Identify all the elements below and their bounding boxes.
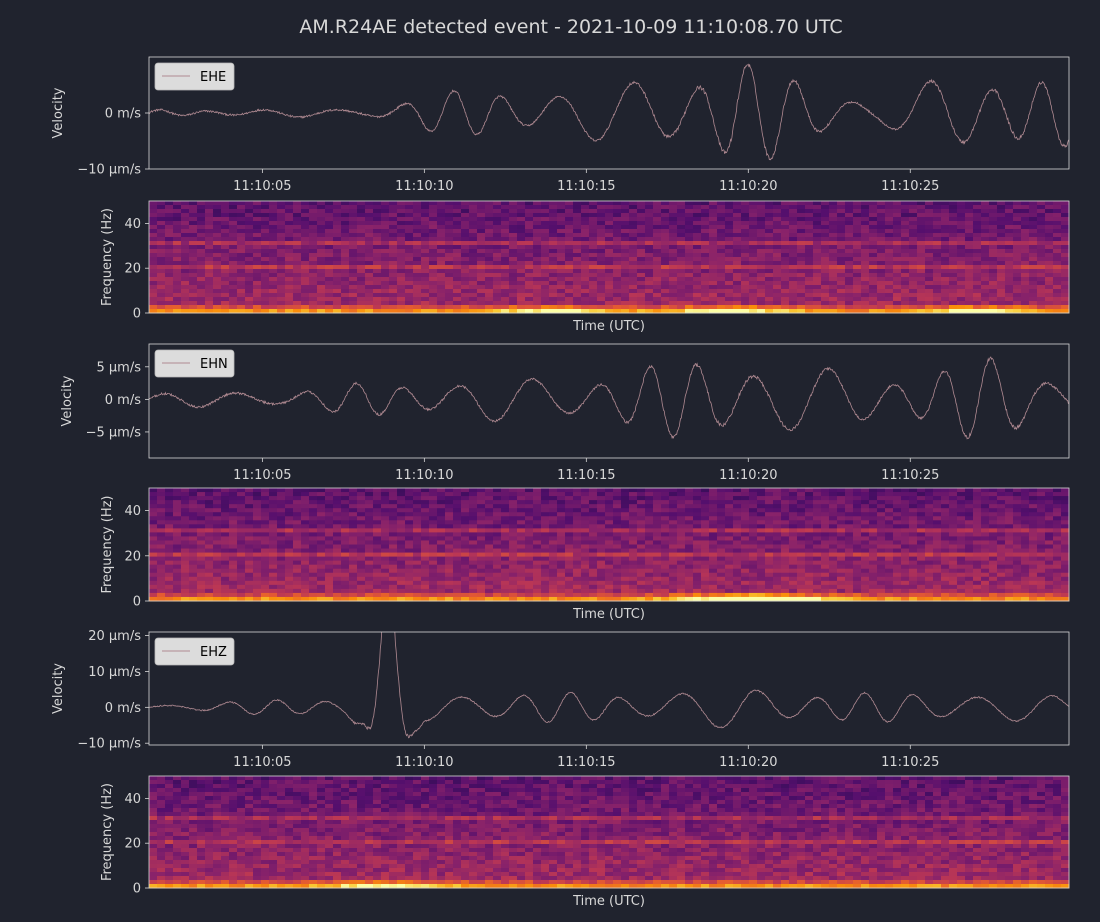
x-tick-label: 11:10:25 (881, 468, 939, 483)
y-tick-label: −5 μm/s (86, 425, 142, 440)
y-tick-label: 0 m/s (105, 393, 141, 408)
x-tick-label: 11:10:05 (233, 179, 291, 194)
x-tick-label: 11:10:25 (881, 179, 939, 194)
y-tick-label: 20 μm/s (88, 629, 141, 644)
trace-ehn (149, 356, 1069, 440)
legend: EHE (154, 62, 235, 91)
x-tick-label: 11:10:10 (395, 468, 453, 483)
panel-ehn-waveform: 5 μm/s 0 m/s −5 μm/s 11:10:05 11:10:10 11:10:… (60, 343, 1070, 483)
spectrogram-cells (149, 201, 1070, 314)
x-tick-label: 11:10:05 (233, 468, 291, 483)
legend-box (154, 637, 235, 666)
axes-frame (148, 487, 1070, 602)
x-tick-label: 11:10:20 (719, 179, 777, 194)
spectrogram-cells (149, 488, 1070, 602)
x-tick-label: 11:10:05 (233, 755, 291, 770)
axes-frame (148, 631, 1070, 746)
y-tick-label: 20 (124, 549, 141, 564)
x-tick-label: 11:10:10 (395, 755, 453, 770)
y-axis-label: Velocity (51, 663, 66, 714)
y-tick-label: 0 (133, 307, 141, 322)
x-tick-label: 11:10:15 (557, 468, 615, 483)
x-axis-label: Time (UTC) (572, 319, 645, 334)
y-tick-label: 0 (133, 595, 141, 610)
y-tick-label: 40 (124, 504, 141, 519)
y-tick-label: 40 (124, 792, 141, 807)
panel-ehz-waveform: 20 μm/s 10 μm/s 0 m/s −10 μm/s 11:10:05 11:10… (51, 629, 1070, 770)
y-tick-label: 10 μm/s (88, 665, 141, 680)
y-tick-label: 40 (124, 217, 141, 232)
panel-ehz-spectrogram: 0 20 40 Frequency (Hz) Time (UTC) (100, 775, 1070, 909)
panel-ehn-spectrogram: 0 20 40 Frequency (Hz) Time (UTC) (100, 487, 1070, 622)
legend: EHZ (154, 637, 235, 666)
y-tick-label: 0 m/s (105, 107, 141, 122)
x-tick-label: 11:10:10 (395, 179, 453, 194)
y-tick-label: 0 (133, 882, 141, 897)
axes-frame (148, 775, 1070, 889)
legend: EHN (154, 349, 235, 378)
y-axis-label: Frequency (Hz) (100, 783, 115, 881)
legend-label: EHE (200, 70, 226, 85)
x-tick-label: 11:10:20 (719, 755, 777, 770)
x-tick-label: 11:10:20 (719, 468, 777, 483)
legend-box (154, 349, 235, 378)
y-tick-label: −10 μm/s (77, 737, 141, 752)
panel-ehe-waveform: 0 m/s −10 μm/s 11:10:05 11:10:10 11:10:15 11:… (51, 56, 1070, 194)
x-tick-label: 11:10:25 (881, 755, 939, 770)
trace-ehz (149, 632, 1069, 739)
legend-box (154, 62, 235, 91)
y-axis-label: Velocity (60, 375, 75, 426)
y-tick-label: 0 m/s (105, 701, 141, 716)
figure-title: AM.R24AE detected event - 2021-10-09 11:… (299, 16, 842, 38)
axes-frame (148, 200, 1070, 314)
legend-label: EHZ (200, 645, 227, 660)
y-axis-label: Frequency (Hz) (100, 495, 115, 593)
y-tick-label: 20 (124, 837, 141, 852)
axes-frame (148, 343, 1070, 459)
legend-label: EHN (200, 357, 228, 372)
x-tick-label: 11:10:15 (557, 179, 615, 194)
spectrogram-cells (149, 776, 1070, 889)
y-axis-label: Frequency (Hz) (100, 208, 115, 306)
x-axis-label: Time (UTC) (572, 894, 645, 909)
y-tick-label: 5 μm/s (97, 360, 142, 375)
y-axis-label: Velocity (51, 87, 66, 138)
trace-ehe (149, 63, 1069, 161)
x-axis-label: Time (UTC) (572, 607, 645, 622)
x-tick-label: 11:10:15 (557, 755, 615, 770)
axes-frame (148, 56, 1070, 170)
panels: 0 m/s −10 μm/s 11:10:05 11:10:10 11:10:15 11:… (51, 56, 1070, 909)
panel-ehe-spectrogram: 0 20 40 Frequency (Hz) Time (UTC) (100, 200, 1070, 334)
y-tick-label: 20 (124, 262, 141, 277)
y-tick-label: −10 μm/s (77, 163, 141, 178)
